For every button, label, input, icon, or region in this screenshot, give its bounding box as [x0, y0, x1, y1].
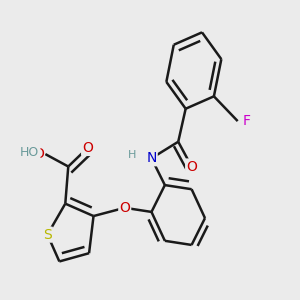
Text: O: O: [119, 201, 130, 215]
Text: O: O: [186, 160, 197, 173]
Text: O: O: [33, 147, 44, 161]
Text: O: O: [82, 141, 93, 155]
Text: S: S: [43, 228, 52, 242]
Text: HO: HO: [20, 146, 39, 159]
Text: H: H: [128, 150, 136, 160]
Text: F: F: [243, 114, 250, 128]
Text: N: N: [146, 151, 157, 165]
